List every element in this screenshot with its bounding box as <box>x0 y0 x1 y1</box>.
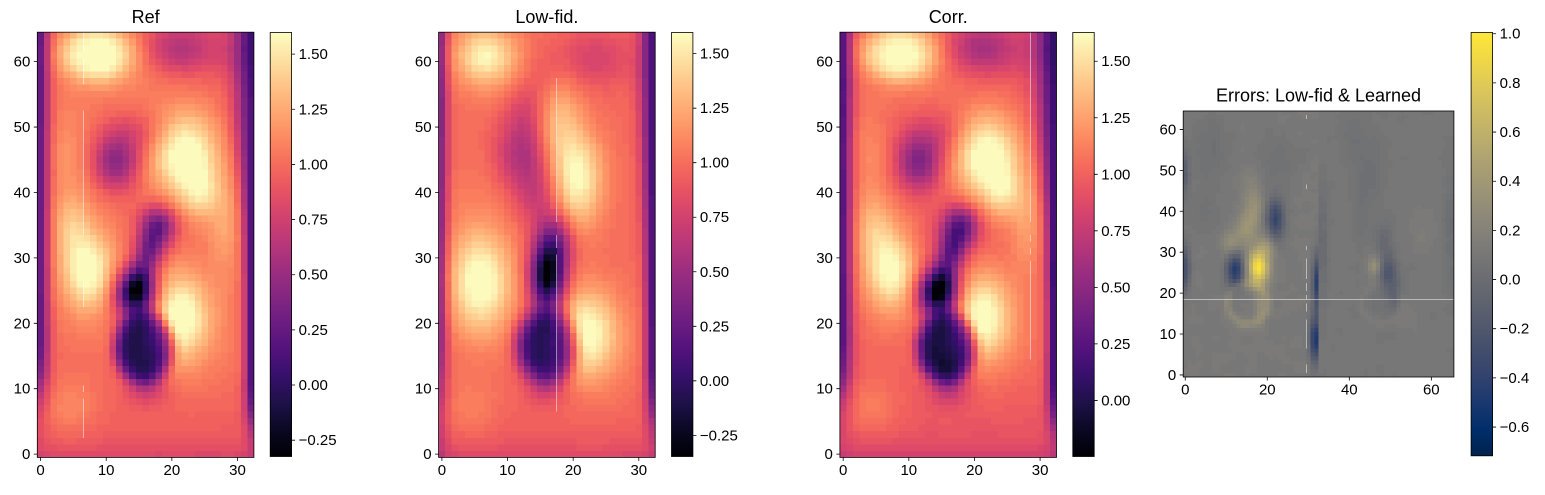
svg-text:30: 30 <box>1160 244 1177 261</box>
svg-text:1.25: 1.25 <box>299 101 328 118</box>
svg-text:20: 20 <box>14 315 31 332</box>
svg-text:Ref: Ref <box>132 7 161 27</box>
svg-text:30: 30 <box>415 250 432 267</box>
svg-text:0.8: 0.8 <box>1500 75 1521 92</box>
svg-text:40: 40 <box>14 185 31 202</box>
svg-text:1.00: 1.00 <box>700 155 729 172</box>
svg-text:0: 0 <box>1168 367 1176 384</box>
svg-text:0.00: 0.00 <box>299 377 328 394</box>
svg-text:10: 10 <box>98 462 115 479</box>
svg-text:0: 0 <box>1181 381 1189 398</box>
svg-text:−0.25: −0.25 <box>700 427 738 444</box>
svg-text:20: 20 <box>966 462 983 479</box>
svg-text:−0.2: −0.2 <box>1500 321 1530 338</box>
svg-text:60: 60 <box>816 54 833 71</box>
svg-text:1.0: 1.0 <box>1500 26 1521 43</box>
svg-text:10: 10 <box>415 381 432 398</box>
svg-text:0.75: 0.75 <box>700 209 729 226</box>
svg-text:1.50: 1.50 <box>299 46 328 63</box>
svg-text:1.50: 1.50 <box>700 46 729 63</box>
svg-text:0.50: 0.50 <box>700 264 729 281</box>
svg-text:0.50: 0.50 <box>1101 279 1130 296</box>
svg-text:40: 40 <box>1160 203 1177 220</box>
svg-text:0.6: 0.6 <box>1500 124 1521 141</box>
svg-text:1.00: 1.00 <box>299 156 328 173</box>
svg-text:0.00: 0.00 <box>1101 392 1130 409</box>
svg-text:0: 0 <box>423 446 431 463</box>
svg-text:20: 20 <box>164 462 181 479</box>
svg-text:10: 10 <box>499 462 516 479</box>
svg-text:20: 20 <box>816 315 833 332</box>
svg-text:0.25: 0.25 <box>299 322 328 339</box>
svg-text:−0.4: −0.4 <box>1500 370 1530 387</box>
svg-text:0.25: 0.25 <box>700 318 729 335</box>
svg-text:0.75: 0.75 <box>1101 223 1130 240</box>
svg-text:0: 0 <box>825 446 833 463</box>
svg-text:10: 10 <box>1160 326 1177 343</box>
svg-text:20: 20 <box>415 315 432 332</box>
svg-text:0.75: 0.75 <box>299 212 328 229</box>
svg-text:Low-fid.: Low-fid. <box>515 7 578 27</box>
svg-text:0: 0 <box>438 462 446 479</box>
svg-text:50: 50 <box>14 119 31 136</box>
svg-text:30: 30 <box>1032 462 1049 479</box>
svg-text:0: 0 <box>839 462 847 479</box>
svg-text:20: 20 <box>1160 285 1177 302</box>
svg-text:1.25: 1.25 <box>1101 110 1130 127</box>
svg-text:50: 50 <box>1160 162 1177 179</box>
svg-text:0.00: 0.00 <box>700 373 729 390</box>
svg-text:1.00: 1.00 <box>1101 166 1130 183</box>
svg-text:Errors: Low-fid & Learned: Errors: Low-fid & Learned <box>1216 86 1421 106</box>
svg-text:30: 30 <box>630 462 647 479</box>
svg-text:20: 20 <box>1259 381 1276 398</box>
svg-text:0.2: 0.2 <box>1500 222 1521 239</box>
svg-text:50: 50 <box>415 119 432 136</box>
svg-text:60: 60 <box>1423 381 1440 398</box>
svg-text:0.50: 0.50 <box>299 267 328 284</box>
svg-text:0.25: 0.25 <box>1101 336 1130 353</box>
svg-text:40: 40 <box>415 185 432 202</box>
svg-text:60: 60 <box>415 54 432 71</box>
svg-text:60: 60 <box>14 54 31 71</box>
svg-text:30: 30 <box>229 462 246 479</box>
svg-text:0: 0 <box>36 462 44 479</box>
svg-text:−0.6: −0.6 <box>1500 419 1530 436</box>
svg-text:30: 30 <box>14 250 31 267</box>
svg-text:30: 30 <box>816 250 833 267</box>
svg-text:10: 10 <box>900 462 917 479</box>
svg-text:60: 60 <box>1160 121 1177 138</box>
svg-text:0.0: 0.0 <box>1500 272 1521 289</box>
svg-text:1.50: 1.50 <box>1101 53 1130 70</box>
svg-text:10: 10 <box>14 381 31 398</box>
svg-text:40: 40 <box>1341 381 1358 398</box>
svg-text:20: 20 <box>565 462 582 479</box>
svg-text:40: 40 <box>816 185 833 202</box>
svg-text:−0.25: −0.25 <box>299 432 337 449</box>
svg-text:Corr.: Corr. <box>929 7 968 27</box>
svg-text:10: 10 <box>816 381 833 398</box>
svg-text:50: 50 <box>816 119 833 136</box>
svg-text:1.25: 1.25 <box>700 100 729 117</box>
svg-text:0: 0 <box>22 446 30 463</box>
svg-text:0.4: 0.4 <box>1500 173 1521 190</box>
